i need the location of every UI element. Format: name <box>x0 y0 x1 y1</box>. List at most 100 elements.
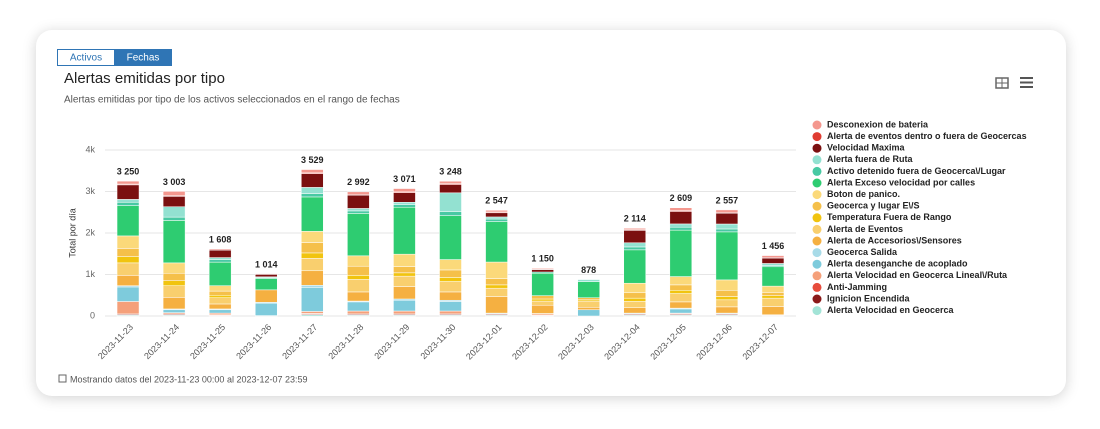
total-label: 3 248 <box>439 167 462 177</box>
bar-segment <box>623 228 647 230</box>
bar-segment <box>254 302 278 316</box>
bar-segment <box>347 191 370 195</box>
bar-segment <box>162 191 186 196</box>
legend-label: Alerta de eventos dentro o fuera de Geoc… <box>827 131 1027 141</box>
legend-label: Anti-Jamming <box>827 282 887 292</box>
card <box>36 30 1066 396</box>
bar-segment <box>485 210 508 213</box>
bar-segment <box>715 223 739 230</box>
bar-segment <box>669 207 693 211</box>
x-tick-label: 2023-11-27 <box>280 322 319 361</box>
bar-segment <box>162 273 186 281</box>
legend-label: Alerta Velocidad en Geocerca <box>827 305 955 315</box>
bar-segment <box>715 228 739 233</box>
bar-segment <box>577 281 600 298</box>
bar-segment <box>485 261 508 279</box>
legend-marker <box>812 178 822 188</box>
total-label: 878 <box>581 265 596 275</box>
bar-segment <box>669 211 693 225</box>
bar-segment <box>485 284 508 289</box>
x-tick-label: 2023-11-25 <box>188 322 227 361</box>
y-axis-title: Total por día <box>67 208 77 258</box>
bar-segment <box>116 199 140 203</box>
bar-segment <box>761 306 785 316</box>
y-tick-label: 4k <box>85 144 95 154</box>
bar-segment <box>301 173 324 188</box>
bar-segment <box>669 276 693 286</box>
bar-segment <box>301 231 324 243</box>
bar-segment <box>301 187 324 194</box>
total-label: 3 071 <box>393 174 416 184</box>
bar-segment <box>162 216 186 221</box>
legend-label: Temperatura Fuera de Rango <box>827 212 952 222</box>
total-label: 1 014 <box>255 259 278 269</box>
bar-segment <box>162 309 186 313</box>
legend-marker <box>812 271 822 281</box>
bar-segment <box>347 275 370 280</box>
bar-segment <box>301 252 324 259</box>
bar-segment <box>208 257 232 260</box>
bar-segment <box>254 289 278 303</box>
legend-marker <box>812 132 822 142</box>
menu-icon[interactable] <box>1020 77 1033 88</box>
bar-segment <box>669 308 693 314</box>
x-tick-label: 2023-12-06 <box>694 322 734 362</box>
bar-segment <box>623 242 647 248</box>
bar-segment <box>116 262 140 276</box>
bar-segment <box>761 295 785 299</box>
bar-segment <box>761 263 785 266</box>
bar-segment <box>439 281 462 293</box>
tab-label[interactable]: Fechas <box>127 53 160 64</box>
bar-segment <box>439 277 462 282</box>
bar-segment <box>531 300 554 306</box>
bar-segment <box>715 296 739 301</box>
bar-segment <box>715 290 739 297</box>
x-tick-label: 2023-12-04 <box>602 322 642 362</box>
x-tick-label: 2023-11-30 <box>418 322 457 361</box>
bar-segment <box>715 306 739 314</box>
bar-segment <box>623 292 647 299</box>
x-tick-label: 2023-11-24 <box>142 322 181 361</box>
tab-label[interactable]: Activos <box>70 53 102 64</box>
bar-segment <box>531 295 554 300</box>
bar-segment <box>347 194 370 209</box>
bar-segment <box>439 259 462 271</box>
legend-marker <box>812 282 822 292</box>
bar-segment <box>577 279 600 282</box>
legend-marker <box>812 224 822 234</box>
bar-segment <box>301 258 324 272</box>
legend-marker <box>812 236 822 246</box>
bar-segment <box>439 310 462 315</box>
legend-marker <box>812 166 822 176</box>
legend-label: Activo detenido fuera de Geocerca\/Lugar <box>827 166 1006 176</box>
total-label: 3 529 <box>301 155 324 165</box>
bar-segment <box>208 249 232 258</box>
x-tick-label: 2023-11-23 <box>96 322 135 361</box>
bar-segment <box>439 211 462 216</box>
bar-segment <box>669 293 693 303</box>
x-tick-label: 2023-11-29 <box>372 322 411 361</box>
legend-label: Alerta Exceso velocidad por calles <box>827 177 975 187</box>
bar-segment <box>393 253 416 267</box>
bar-segment <box>393 286 416 300</box>
total-label: 1 608 <box>209 235 232 245</box>
bar-segment <box>393 201 416 205</box>
x-tick-label: 2023-12-02 <box>510 322 550 362</box>
bar-segment <box>485 221 508 263</box>
bar-segment <box>715 279 739 291</box>
bar-segment <box>623 297 647 302</box>
table-icon[interactable] <box>995 77 1009 89</box>
bar-segment <box>393 266 416 274</box>
tab-active[interactable] <box>114 49 172 66</box>
bar-segment <box>715 231 739 281</box>
bar-segment <box>162 206 186 218</box>
legend-marker <box>812 155 822 165</box>
legend-marker <box>812 259 822 269</box>
bar-segment <box>393 206 416 255</box>
legend-marker <box>812 201 822 211</box>
bar-segment <box>301 287 324 312</box>
bar-segment <box>761 257 785 264</box>
legend-label: Alerta desenganche de acoplado <box>827 259 968 269</box>
legend-marker <box>812 190 822 200</box>
bar-segment <box>439 184 462 194</box>
